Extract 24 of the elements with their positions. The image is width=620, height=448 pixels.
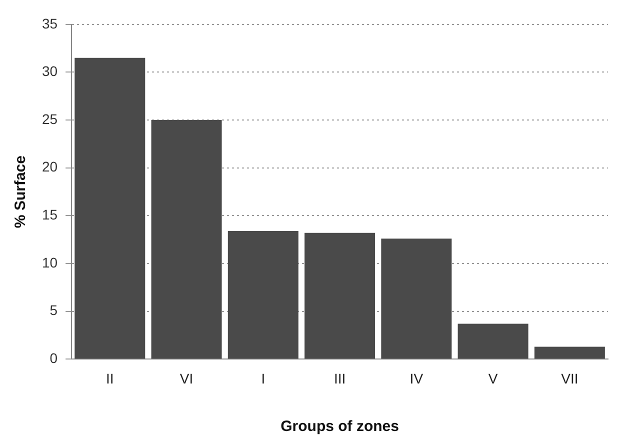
y-tick-label: 15: [42, 206, 58, 223]
x-axis-title: Groups of zones: [280, 418, 399, 436]
x-tick-label: VII: [561, 370, 578, 386]
y-tick-label: 0: [50, 350, 58, 366]
bar: [458, 324, 528, 359]
x-tick-label: I: [261, 370, 266, 386]
x-tick-label: II: [106, 370, 114, 386]
y-axis-title: % Surface: [12, 156, 30, 228]
bar: [151, 120, 222, 359]
bar: [228, 231, 298, 359]
bar: [304, 232, 376, 359]
x-tick-label: V: [488, 370, 498, 386]
y-tick-label: 35: [42, 15, 58, 32]
y-tick-label: 20: [42, 158, 58, 175]
x-tick-label: VI: [180, 370, 194, 386]
x-tick-label: III: [334, 370, 346, 386]
bar: [534, 346, 605, 359]
bar: [74, 58, 146, 359]
y-tick-label: 5: [50, 302, 58, 318]
bar: [381, 238, 452, 359]
y-tick-label: 10: [42, 254, 58, 270]
x-tick-label: IV: [410, 370, 424, 386]
y-tick-label: 30: [42, 63, 58, 80]
y-tick-label: 25: [42, 110, 58, 127]
